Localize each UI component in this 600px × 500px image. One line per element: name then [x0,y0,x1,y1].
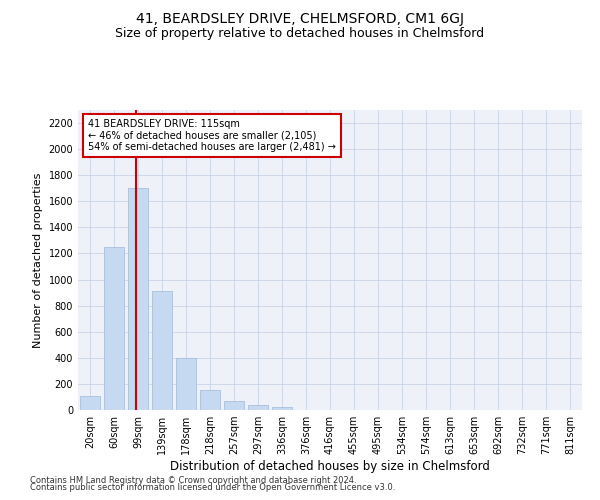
Text: Size of property relative to detached houses in Chelmsford: Size of property relative to detached ho… [115,28,485,40]
Bar [224,401,244,410]
Bar [176,358,196,410]
Text: Contains public sector information licensed under the Open Government Licence v3: Contains public sector information licen… [30,484,395,492]
Bar [272,406,292,410]
Text: 41, BEARDSLEY DRIVE, CHELMSFORD, CM1 6GJ: 41, BEARDSLEY DRIVE, CHELMSFORD, CM1 6GJ [136,12,464,26]
Bar [80,396,100,410]
Bar [104,247,124,410]
Bar [248,405,268,410]
Text: Contains HM Land Registry data © Crown copyright and database right 2024.: Contains HM Land Registry data © Crown c… [30,476,356,485]
Y-axis label: Number of detached properties: Number of detached properties [33,172,43,348]
Bar [200,390,220,410]
Bar [152,292,172,410]
Text: 41 BEARDSLEY DRIVE: 115sqm
← 46% of detached houses are smaller (2,105)
54% of s: 41 BEARDSLEY DRIVE: 115sqm ← 46% of deta… [88,119,336,152]
Bar [128,188,148,410]
X-axis label: Distribution of detached houses by size in Chelmsford: Distribution of detached houses by size … [170,460,490,473]
